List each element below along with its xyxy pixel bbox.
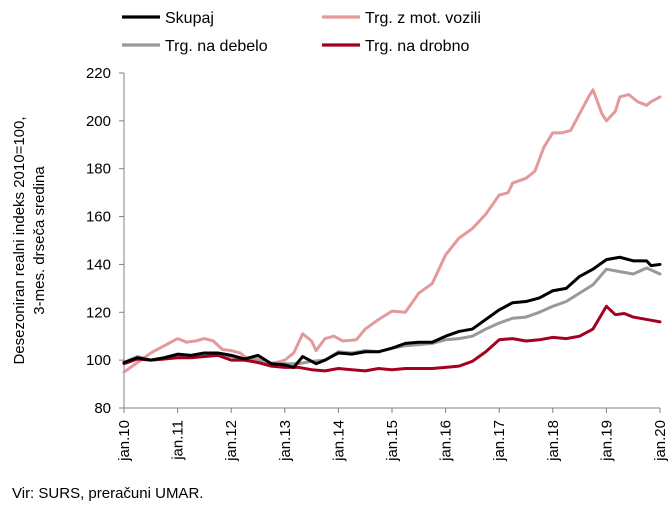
x-tick-label: jan.19	[598, 420, 615, 462]
legend-label-1: Trg. z mot. vozili	[365, 10, 481, 27]
x-tick-label: jan.17	[491, 420, 508, 462]
y-tick-label: 160	[86, 209, 111, 226]
x-tick-label: jan.18	[545, 420, 562, 462]
series-layer	[122, 88, 662, 374]
y-tick-label: 100	[86, 352, 111, 369]
series-line-0	[122, 255, 662, 369]
x-tick-label: jan.10	[116, 420, 133, 462]
x-tick-label: jan.12	[223, 420, 240, 462]
y-axis-label-line-1: Desezoniran realni indeks 2010=100,	[11, 116, 28, 364]
x-tick-label: jan.13	[277, 420, 294, 462]
x-tick-label: jan.15	[384, 420, 401, 462]
source-note: Vir: SURS, preračuni UMAR.	[12, 485, 203, 502]
x-tick-label: jan.14	[330, 420, 347, 462]
legend: Skupaj Trg. z mot. vozili Trg. na debelo Tr…	[122, 10, 481, 55]
legend-label-0: Skupaj	[165, 10, 214, 27]
y-tick-label: 80	[94, 400, 111, 417]
y-tick-label: 200	[86, 113, 111, 130]
y-tick-label: 120	[86, 304, 111, 321]
legend-label-2: Trg. na debelo	[165, 38, 268, 55]
y-axis-label-line-2: 3-mes. drseča sredina	[31, 166, 48, 315]
x-tick-label: jan.11	[170, 420, 187, 461]
x-tick-label: jan.20	[652, 420, 669, 462]
y-tick-label: 180	[86, 161, 111, 178]
y-tick-label: 140	[86, 256, 111, 273]
series-line-1	[122, 88, 662, 374]
y-ticks: 80 100 120 140 160 180 200 220	[86, 65, 124, 417]
y-tick-label: 220	[86, 65, 111, 82]
x-ticks: jan.10 jan.11 jan.12 jan.13 jan.14 jan.15 jan.…	[116, 408, 669, 462]
legend-label-3: Trg. na drobno	[365, 38, 469, 55]
x-tick-label: jan.16	[438, 420, 455, 462]
series-line-3	[122, 304, 662, 373]
